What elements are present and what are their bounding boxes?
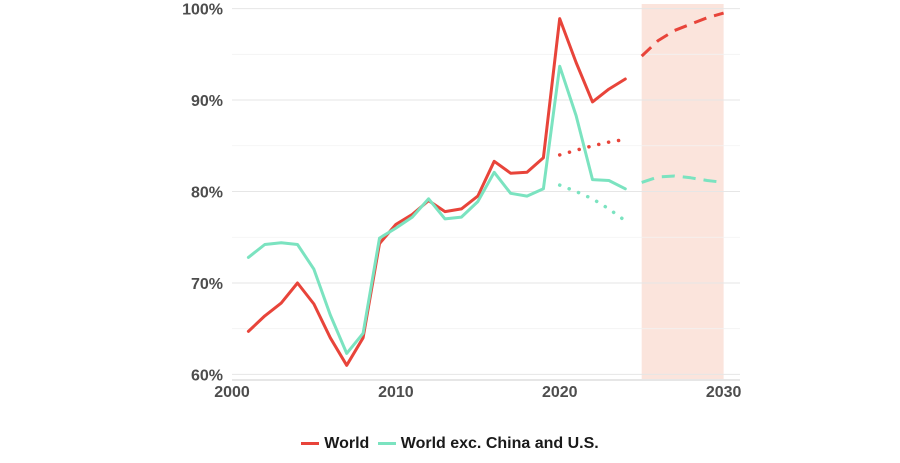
series-line: [557, 137, 628, 157]
y-tick-label: 70%: [191, 276, 223, 293]
legend-swatch-world: [301, 442, 320, 445]
series-0-solid: [246, 17, 627, 367]
legend-item-world: World: [301, 435, 369, 453]
tick-label-layer: 60% 70% 80% 90% 100% 2000 2010 2020 2030: [182, 2, 741, 401]
series-line: [641, 174, 724, 184]
x-tick-label: 2000: [214, 384, 250, 401]
series-2-dotted: [557, 137, 628, 157]
series-line: [640, 11, 725, 58]
grid-layer: [232, 8, 740, 375]
legend: World World exc. China and U.S.: [0, 432, 900, 453]
x-tick-label: 2010: [378, 384, 414, 401]
x-tick-label: 2020: [542, 384, 578, 401]
y-tick-label: 80%: [191, 185, 223, 202]
legend-label-world-exc-china-us: World exc. China and U.S.: [400, 434, 599, 452]
legend-item-world-exc-china-us: World exc. China and U.S.: [377, 434, 599, 453]
legend-label-world: World: [324, 434, 370, 452]
series-layer: [246, 11, 725, 367]
x-tick-label: 2030: [706, 384, 742, 401]
series-5-dashed: [641, 174, 724, 184]
y-tick-label: 60%: [191, 367, 223, 384]
series-line: [246, 64, 627, 355]
y-tick-label: 100%: [182, 2, 223, 19]
series-line: [246, 17, 627, 367]
y-tick-label: 90%: [191, 93, 223, 110]
series-1-solid: [246, 64, 627, 355]
series-3-dotted: [557, 183, 628, 223]
legend-swatch-world-exc-china-us: [377, 442, 396, 445]
series-4-dashed: [640, 11, 725, 58]
series-line: [557, 183, 628, 223]
